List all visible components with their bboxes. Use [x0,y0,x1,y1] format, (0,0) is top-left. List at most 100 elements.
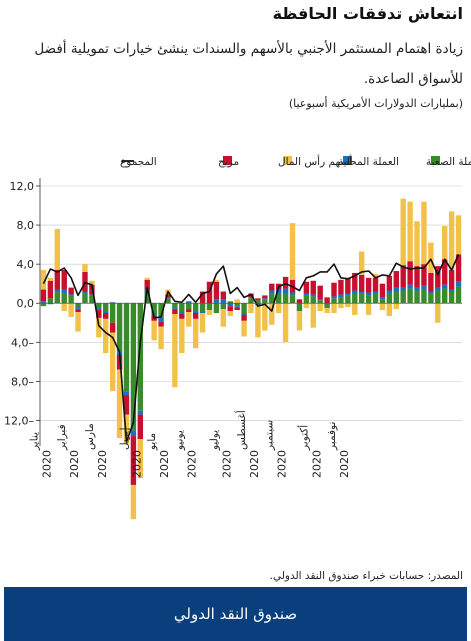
x-label-month: يونيو [174,430,186,451]
bar-local_currency [275,289,282,294]
bar-hard_currency [303,295,310,304]
source-note: المصدر: حسابات خبراء صندوق النقد الدولي. [269,570,463,582]
bar-local_currency [130,430,137,437]
bar-local_currency [61,289,67,294]
bar-hard_currency [158,303,164,318]
bar-local_currency [289,292,296,296]
chart-subtitle: زيادة اهتمام المستثمر الأجنبي بالأسهم وا… [34,41,463,87]
bar-hard_currency [289,295,296,304]
x-label-year: 2020 [276,450,289,478]
bar-equity [379,303,386,311]
x-label-year: 2020 [248,450,261,478]
x-label-year: 2020 [338,450,351,478]
bar-mix [379,283,386,298]
bar-hard_currency [109,303,116,323]
bar-local_currency [324,307,330,309]
y-tick-label: 4,0 [17,258,35,271]
bar-mix [227,306,233,312]
bar-hard_currency [386,293,393,304]
bar-mix [61,270,67,290]
bar-equity [289,223,296,280]
x-label-month: يوليو [208,430,220,451]
bar-local_currency [455,281,462,287]
bar-equity [137,439,144,479]
bar-equity [262,303,268,331]
bar-mix [310,280,316,295]
bar-local_currency [158,317,164,322]
bar-local_currency [213,299,220,304]
bar-local_currency [282,288,289,294]
imf-footer: صندوق النقد الدولي [4,587,467,641]
bar-equity [96,317,102,338]
bar-equity [275,303,282,313]
bar-mix [172,309,178,314]
bar-hard_currency [116,303,123,353]
bar-hard_currency [407,288,413,304]
bar-local_currency [103,311,109,313]
bar-mix [372,277,379,292]
bar-local_currency [172,308,178,310]
bar-mix [165,294,171,298]
bar-mix [123,395,130,415]
bar-mix [442,259,448,285]
bar-local_currency [338,294,344,298]
bar-mix [75,309,81,313]
legend-label-hard_currency: العملة الصعبة [426,156,471,168]
legend-swatch-hard_currency [431,156,440,165]
bar-mix [428,272,434,292]
bar-hard_currency [75,303,81,309]
bar-hard_currency [365,295,372,304]
bar-equity [296,311,303,331]
bar-equity [89,280,95,285]
x-label-month: نوفمبر [326,422,338,451]
bar-equity [248,303,254,313]
y-tick-label: 4,0– [11,336,34,349]
bar-hard_currency [130,303,137,431]
bar-mix [352,272,358,291]
bar-equity [282,303,289,343]
bar-local_currency [372,291,379,294]
bar-mix [68,287,74,295]
bar-hard_currency [455,286,462,304]
bar-hard_currency [338,297,344,304]
bar-equity [199,313,206,333]
bar-hard_currency [352,293,358,304]
legend-label-equity: أسهم رأس المال [278,154,352,168]
bar-equity [407,201,413,262]
bar-equity [331,303,337,313]
bars [40,198,462,520]
bar-equity [338,303,344,309]
x-label-month: أكتوبر [296,425,310,451]
bar-equity [365,303,372,315]
bar-hard_currency [428,293,434,304]
bar-hard_currency [241,303,247,313]
bar-local_currency [123,391,130,396]
bar-hard_currency [89,295,95,304]
bar-hard_currency [103,303,109,312]
bar-local_currency [310,294,316,297]
bar-mix [303,281,310,294]
bar-equity [269,303,275,325]
bar-local_currency [435,287,441,291]
bar-equity [54,228,60,271]
bar-hard_currency [248,298,254,304]
x-label-month: إبريل [118,427,130,450]
bar-mix [448,270,455,290]
bar-hard_currency [220,303,227,310]
bar-hard_currency [179,303,185,312]
bar-local_currency [428,291,434,294]
bar-mix [40,289,47,302]
bar-hard_currency [137,303,144,411]
bar-equity [303,303,310,309]
bar-mix [400,265,406,288]
bar-equity [158,326,164,350]
y-tick-label: 0,0 [17,297,35,310]
bar-mix [206,281,213,304]
x-label-year: 2020 [310,450,323,478]
bar-mix [414,266,420,288]
bar-mix [262,295,268,299]
bar-mix [435,266,441,288]
bar-hard_currency [192,303,199,312]
bar-mix [144,279,150,290]
